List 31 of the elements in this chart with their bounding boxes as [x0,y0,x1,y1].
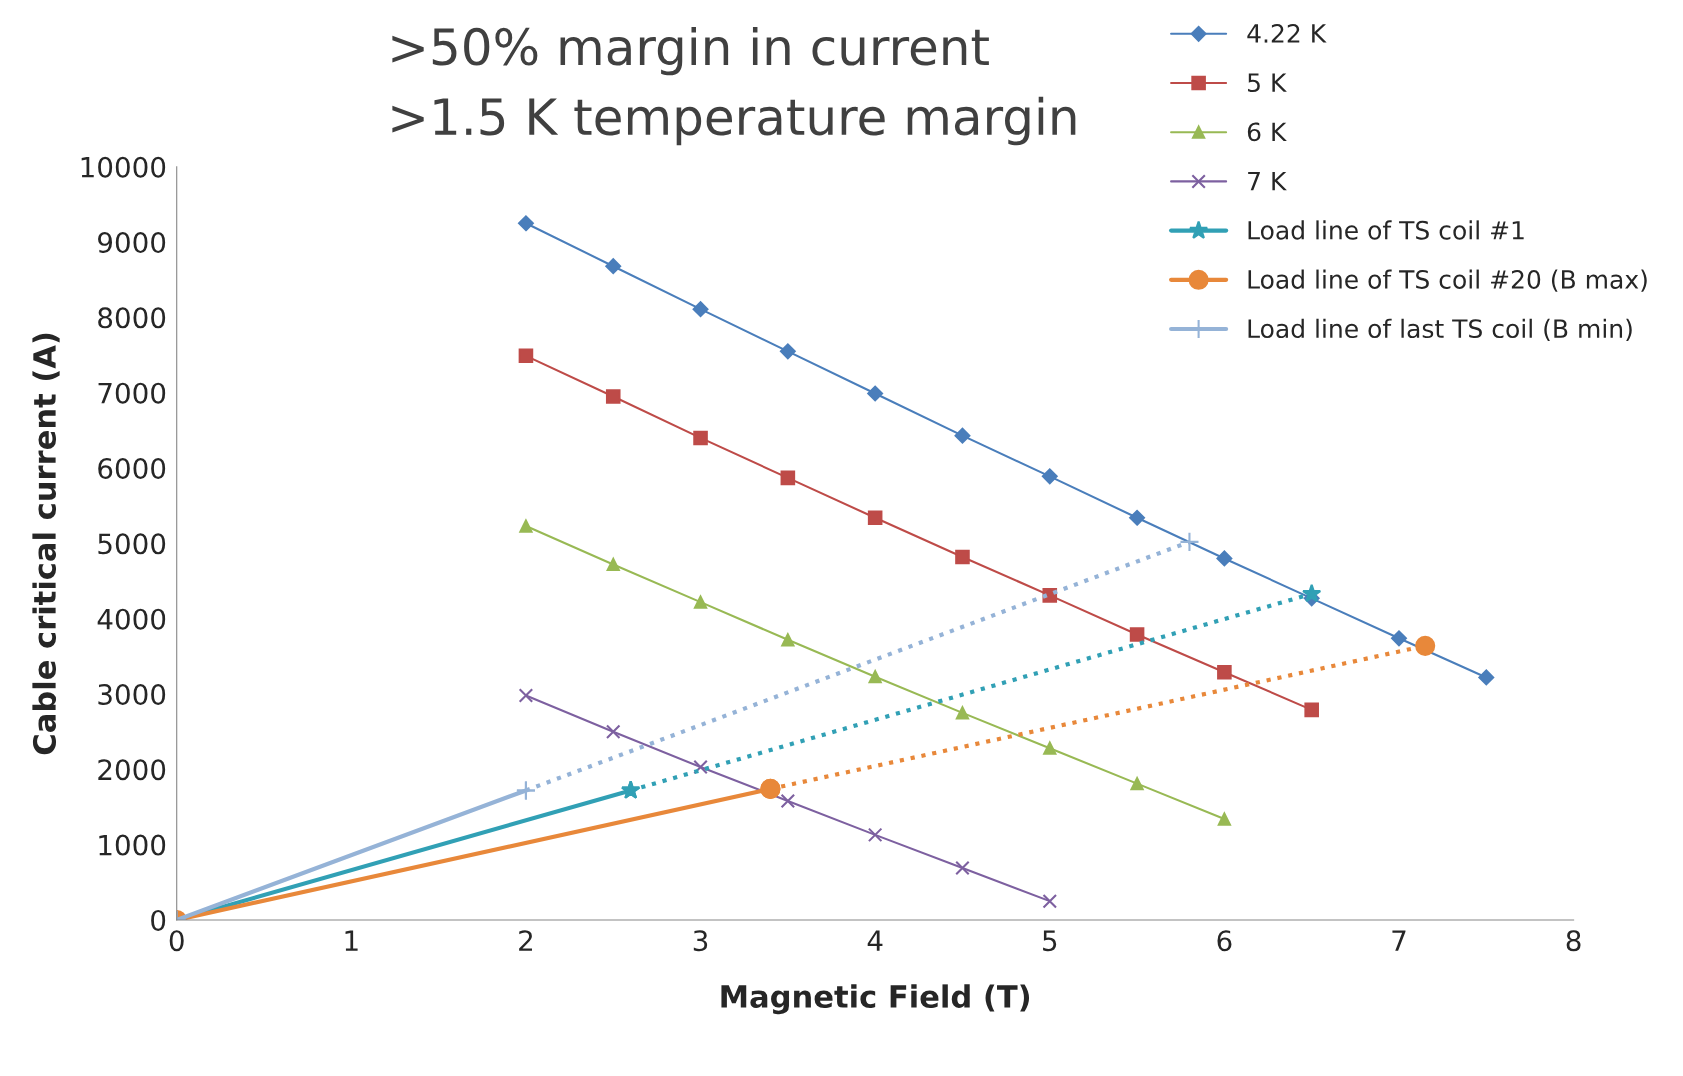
y-tick-label: 6000 [98,458,166,480]
y-axis-title: Cable critical current (A) [32,333,60,755]
text: >1.5 K temperature margin [392,96,1076,146]
x-tick-label: 1 [345,930,358,951]
y-tick-label: 5000 [98,533,166,555]
y-tick-label: 3000 [98,683,166,705]
x-axis-title: Magnetic Field (T) [721,984,1030,1015]
legend-label: 6 K [1247,122,1287,142]
legend-label: 7 K [1248,171,1287,191]
x-tick-label: 5 [1043,930,1057,952]
y-tick-label: 10000 [81,156,166,178]
legend-label: Load line of last TS coil (B min) [1248,318,1632,342]
x-tick-label: 0 [169,930,184,952]
text: >50% margin in current [392,26,989,76]
y-tick-label: 9000 [98,232,166,254]
y-tick-label: 0 [151,909,166,931]
legend-label: 4.22 K [1247,24,1327,43]
x-tick-label: 2 [519,930,532,951]
y-tick-label: 8000 [98,307,166,329]
x-tick-label: 4 [867,930,883,951]
x-tick-label: 7 [1392,930,1406,951]
y-tick-label: 7000 [98,382,166,404]
x-tick-label: 3 [693,930,708,952]
y-tick-label: 4000 [97,608,166,630]
legend-label: Load line of TS coil #1 [1248,220,1524,240]
y-tick-label: 2000 [98,759,166,781]
legend-label: Load line of TS coil #20 (B max) [1248,269,1647,292]
x-tick-label: 6 [1217,930,1232,952]
y-tick-label: 1000 [99,834,166,856]
x-tick-label: 8 [1566,930,1581,952]
legend-label: 5 K [1248,73,1287,93]
